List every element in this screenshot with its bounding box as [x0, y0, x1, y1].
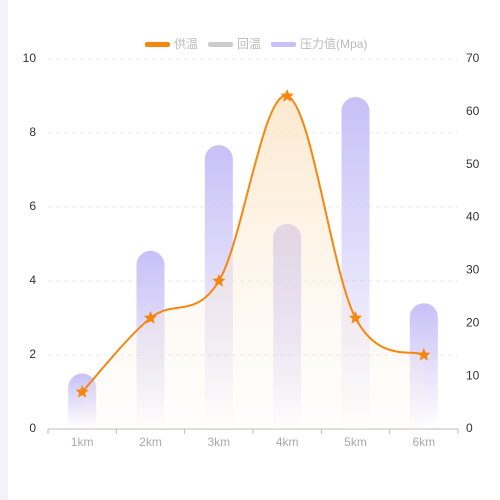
legend-swatch: [145, 42, 170, 47]
y2-tick-label: 10: [466, 368, 480, 382]
x-tick-label: 2km: [139, 435, 162, 449]
x-tick-label: 1km: [71, 435, 94, 449]
point: [75, 385, 89, 398]
y2-tick-label: 20: [466, 315, 480, 329]
y2-tick-label: 70: [466, 51, 480, 65]
x-tick-label: 6km: [412, 435, 435, 449]
x-tick-label: 3km: [207, 435, 230, 449]
legend-swatch: [271, 42, 297, 47]
point: [212, 274, 226, 287]
legend-label: 供温: [174, 37, 198, 51]
side-strip: [0, 0, 8, 500]
point: [143, 311, 158, 324]
point: [348, 311, 363, 324]
x-tick-label: 4km: [276, 435, 299, 449]
y2-tick-label: 30: [466, 263, 480, 277]
legend-swatch: [208, 42, 234, 47]
y-tick-label: 2: [29, 347, 36, 361]
y2-tick-label: 40: [466, 210, 480, 224]
point: [280, 89, 294, 102]
y-tick-label: 8: [29, 125, 36, 139]
x-tick-label: 5km: [344, 435, 367, 449]
legend-label: 回温: [237, 37, 261, 51]
y-tick-label: 10: [23, 51, 37, 65]
point: [417, 348, 431, 361]
line-area: [82, 95, 424, 430]
y2-tick-label: 60: [466, 104, 480, 118]
y-tick-label: 0: [29, 421, 36, 435]
y2-tick-label: 50: [466, 157, 480, 171]
y-tick-label: 6: [29, 199, 36, 213]
y2-tick-label: 0: [466, 421, 473, 435]
legend-label: 压力值(Mpa): [300, 36, 367, 51]
y-tick-label: 4: [29, 273, 36, 287]
